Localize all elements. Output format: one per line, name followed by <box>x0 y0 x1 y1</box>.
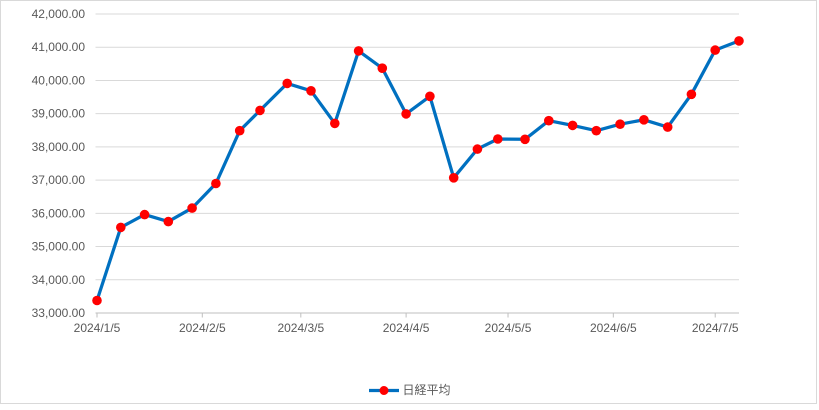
data-point <box>448 173 459 183</box>
data-point <box>353 46 364 56</box>
data-point <box>187 203 197 213</box>
y-axis-tick-label: 36,000.00 <box>32 206 86 220</box>
data-point <box>472 144 483 154</box>
y-axis-tick-label: 39,000.00 <box>32 107 86 121</box>
data-point <box>686 89 697 100</box>
legend-line-marker-icon <box>369 385 400 395</box>
data-point <box>615 119 625 129</box>
y-axis-tick-label: 37,000.00 <box>32 173 86 187</box>
data-points <box>92 36 744 306</box>
data-point <box>401 109 411 119</box>
data-point <box>139 209 150 220</box>
y-axis-tick-label: 35,000.00 <box>32 240 86 254</box>
data-point <box>520 134 530 145</box>
data-point <box>567 120 578 131</box>
x-axis-tick-label: 2024/2/5 <box>179 321 226 335</box>
data-point <box>306 86 316 96</box>
data-point <box>211 178 221 189</box>
data-point <box>282 78 293 89</box>
data-point <box>639 115 649 125</box>
data-point <box>377 63 388 73</box>
x-axis-ticks <box>96 313 716 318</box>
series-line-path <box>95 39 741 303</box>
data-point <box>544 115 554 126</box>
y-axis-tick-label: 34,000.00 <box>32 273 86 287</box>
x-axis-tick-label: 2024/7/5 <box>692 321 739 335</box>
x-axis-tick-label: 2024/6/5 <box>590 321 637 335</box>
data-point <box>234 125 245 136</box>
y-axis-labels: 33,000.00 34,000.00 35,000.00 36,000.00 37,0… <box>32 7 86 320</box>
legend: 日経平均 <box>0 383 819 397</box>
series-line <box>95 39 741 303</box>
x-axis-tick-label: 2024/4/5 <box>383 321 430 335</box>
y-axis-tick-label: 42,000.00 <box>32 7 86 21</box>
data-point <box>734 36 744 46</box>
data-point <box>116 222 126 233</box>
data-point <box>591 125 602 136</box>
y-axis-tick-label: 40,000.00 <box>32 73 86 87</box>
data-point <box>92 295 102 306</box>
x-axis-tick-label: 2024/3/5 <box>277 321 324 335</box>
data-point <box>330 118 340 129</box>
data-point <box>662 122 673 132</box>
data-point <box>255 105 265 116</box>
data-point <box>163 216 174 227</box>
legend-series-label: 日経平均 <box>402 383 451 397</box>
data-point <box>493 134 503 144</box>
y-axis-tick-label: 33,000.00 <box>32 306 86 320</box>
y-axis-tick-label: 41,000.00 <box>32 40 86 54</box>
x-axis-labels: 2024/1/5 2024/2/5 2024/3/5 2024/4/5 2024/5/5… <box>74 321 739 335</box>
y-axis-tick-label: 38,000.00 <box>32 140 86 154</box>
x-axis-tick-label: 2024/5/5 <box>485 321 532 335</box>
gridlines <box>95 13 739 314</box>
data-point <box>710 45 720 55</box>
x-axis-tick-label: 2024/1/5 <box>74 321 121 335</box>
data-point <box>425 91 435 102</box>
